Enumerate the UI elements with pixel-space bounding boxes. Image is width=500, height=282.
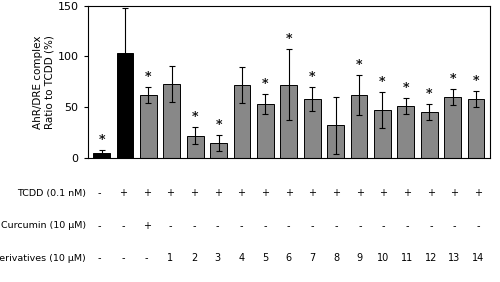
Text: +: + — [427, 188, 435, 198]
Text: 4: 4 — [238, 253, 244, 263]
Bar — [350, 95, 368, 158]
Text: +: + — [166, 188, 174, 198]
Text: -: - — [98, 188, 101, 198]
Text: +: + — [403, 188, 411, 198]
Text: Curcumin (10 μM): Curcumin (10 μM) — [1, 221, 86, 230]
Text: *: * — [379, 76, 386, 89]
Text: *: * — [426, 88, 432, 101]
Text: +: + — [380, 188, 388, 198]
Text: -: - — [476, 221, 480, 231]
Bar — [398, 106, 414, 158]
Bar — [374, 110, 391, 158]
Text: -: - — [334, 221, 338, 231]
Bar — [186, 136, 204, 158]
Text: -: - — [429, 221, 432, 231]
Text: -: - — [122, 221, 125, 231]
Text: *: * — [450, 73, 456, 86]
Text: TCDD (0.1 nM): TCDD (0.1 nM) — [17, 189, 86, 198]
Text: -: - — [287, 221, 290, 231]
Bar — [304, 99, 320, 158]
Text: +: + — [284, 188, 292, 198]
Text: +: + — [142, 188, 150, 198]
Bar — [327, 125, 344, 158]
Y-axis label: AhR/DRE complex
Ratio to TCDD (%): AhR/DRE complex Ratio to TCDD (%) — [33, 35, 54, 129]
Text: 3: 3 — [214, 253, 221, 263]
Text: *: * — [309, 71, 316, 84]
Text: +: + — [474, 188, 482, 198]
Text: 14: 14 — [472, 253, 484, 263]
Text: -: - — [216, 221, 220, 231]
Text: *: * — [145, 71, 152, 84]
Text: *: * — [192, 111, 198, 124]
Text: -: - — [264, 221, 267, 231]
Bar — [280, 85, 297, 158]
Bar — [420, 112, 438, 158]
Text: -: - — [98, 221, 101, 231]
Text: +: + — [119, 188, 127, 198]
Text: 8: 8 — [333, 253, 339, 263]
Text: +: + — [238, 188, 246, 198]
Text: *: * — [98, 134, 105, 147]
Text: -: - — [145, 253, 148, 263]
Text: 10: 10 — [378, 253, 390, 263]
Text: 2: 2 — [191, 253, 197, 263]
Bar — [234, 85, 250, 158]
Text: -: - — [240, 221, 243, 231]
Text: +: + — [261, 188, 269, 198]
Text: *: * — [402, 82, 409, 95]
Text: 13: 13 — [448, 253, 460, 263]
Text: -: - — [98, 253, 101, 263]
Bar — [257, 104, 274, 158]
Text: -: - — [310, 221, 314, 231]
Text: *: * — [216, 118, 222, 131]
Text: *: * — [286, 33, 292, 46]
Bar — [468, 99, 484, 158]
Text: -: - — [452, 221, 456, 231]
Text: 11: 11 — [401, 253, 413, 263]
Bar — [93, 153, 110, 158]
Text: 7: 7 — [310, 253, 316, 263]
Text: +: + — [308, 188, 316, 198]
Text: 9: 9 — [356, 253, 363, 263]
Text: +: + — [142, 221, 150, 231]
Text: 6: 6 — [286, 253, 292, 263]
Text: 5: 5 — [262, 253, 268, 263]
Text: *: * — [472, 75, 479, 88]
Text: -: - — [382, 221, 385, 231]
Bar — [140, 95, 157, 158]
Text: Derivatives (10 μM): Derivatives (10 μM) — [0, 254, 86, 263]
Text: 12: 12 — [424, 253, 437, 263]
Text: -: - — [192, 221, 196, 231]
Text: 1: 1 — [168, 253, 173, 263]
Bar — [444, 97, 461, 158]
Text: *: * — [356, 59, 362, 72]
Bar — [164, 84, 180, 158]
Bar — [116, 53, 134, 158]
Bar — [210, 143, 227, 158]
Text: -: - — [122, 253, 125, 263]
Text: -: - — [358, 221, 362, 231]
Text: *: * — [262, 78, 268, 91]
Text: -: - — [406, 221, 409, 231]
Text: +: + — [332, 188, 340, 198]
Text: -: - — [168, 221, 172, 231]
Text: +: + — [214, 188, 222, 198]
Text: +: + — [190, 188, 198, 198]
Text: +: + — [356, 188, 364, 198]
Text: +: + — [450, 188, 458, 198]
